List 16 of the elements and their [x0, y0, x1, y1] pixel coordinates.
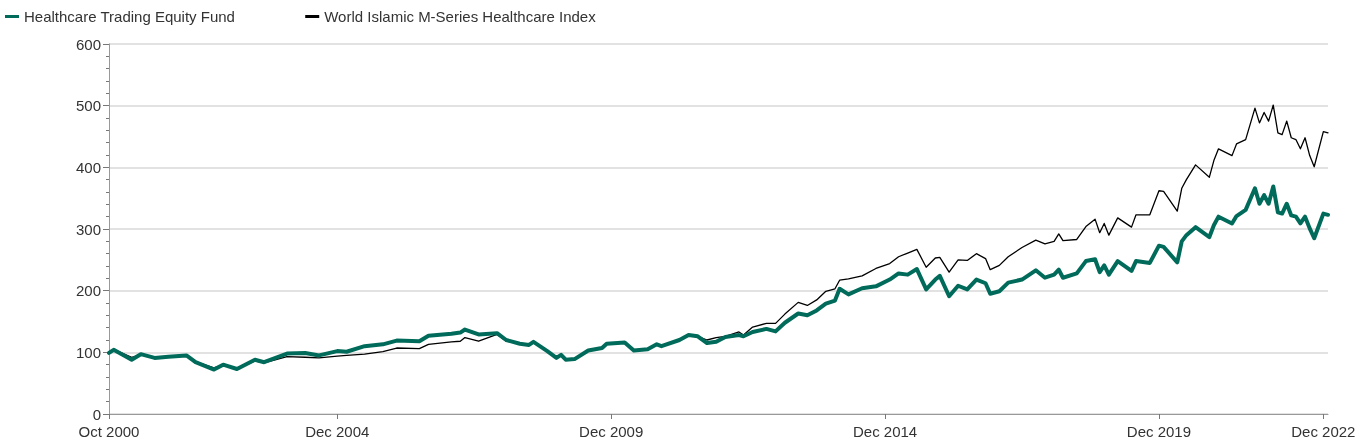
- y-tick-label: 400: [75, 158, 101, 176]
- y-tick-label: 0: [92, 405, 101, 423]
- y-tick-label: 200: [75, 282, 101, 300]
- y-tick-label: 500: [75, 97, 101, 115]
- x-tick-label: Dec 2022: [1291, 423, 1356, 440]
- y-tick-label: 100: [75, 343, 101, 361]
- x-tick-label: Dec 2014: [852, 423, 918, 440]
- x-tick-label: Dec 2004: [305, 423, 370, 440]
- legend-label: World Islamic M-Series Healthcare Index: [324, 8, 597, 25]
- x-tick-label: Oct 2000: [78, 423, 140, 440]
- y-tick-label: 300: [75, 220, 101, 238]
- x-tick-label: Dec 2009: [579, 423, 644, 440]
- y-tick-label: 600: [75, 35, 101, 53]
- line-series: [107, 184, 1330, 372]
- x-tick-label: Dec 2019: [1126, 423, 1192, 440]
- legend-label: Healthcare Trading Equity Fund: [24, 8, 235, 25]
